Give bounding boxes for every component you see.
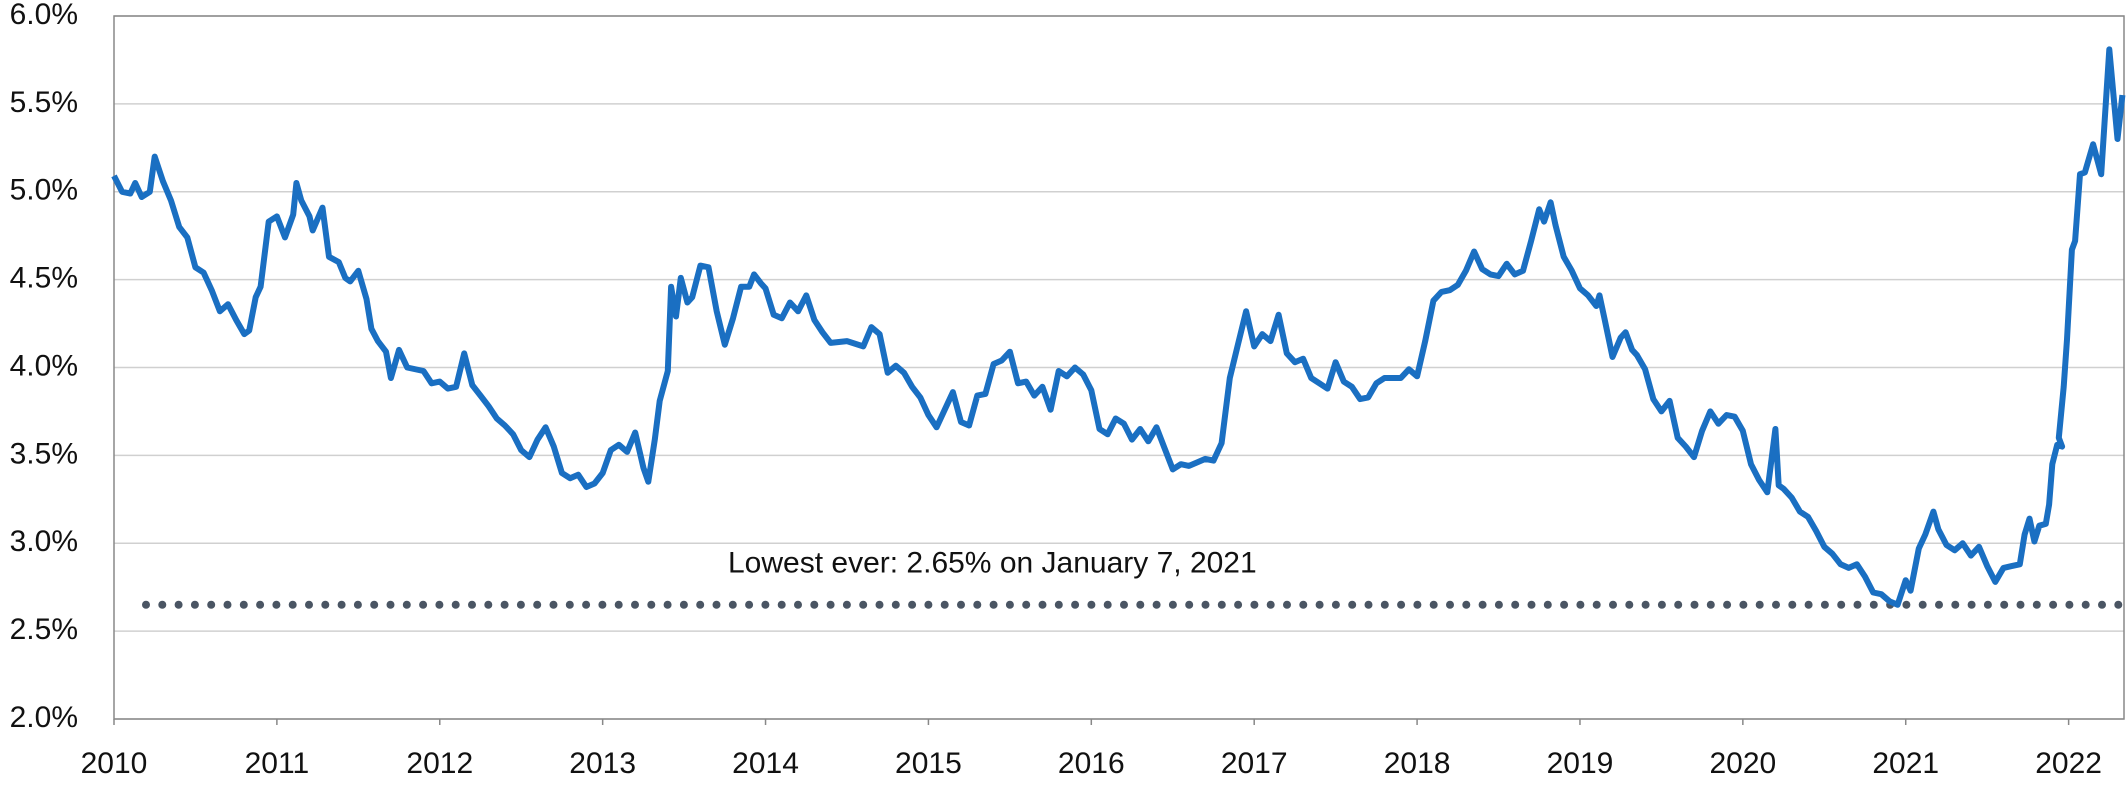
- x-tick-label: 2010: [81, 747, 148, 780]
- x-tick-label: 2019: [1547, 747, 1614, 780]
- series-line: [111, 46, 2126, 608]
- x-tick-label: 2013: [569, 747, 636, 780]
- x-tick-label: 2017: [1221, 747, 1288, 780]
- y-tick-label: 4.0%: [10, 349, 78, 382]
- y-tick-label: 2.5%: [10, 613, 78, 646]
- y-tick-label: 3.0%: [10, 525, 78, 558]
- x-tick-label: 2015: [895, 747, 962, 780]
- plot-frame: [113, 15, 2125, 720]
- x-tick-label: 2011: [245, 747, 310, 780]
- y-tick-label: 5.5%: [10, 86, 78, 119]
- x-tick-label: 2021: [1872, 747, 1939, 780]
- x-tick-label: 2018: [1384, 747, 1451, 780]
- annotation-text: Lowest ever: 2.65% on January 7, 2021: [728, 547, 1257, 580]
- y-tick-label: 2.0%: [10, 701, 78, 734]
- x-tick-label: 2012: [406, 747, 473, 780]
- x-tick-label: 2022: [2035, 747, 2102, 780]
- y-tick-label: 6.0%: [10, 0, 78, 31]
- y-tick-label: 4.5%: [10, 262, 78, 295]
- y-tick-label: 5.0%: [10, 174, 78, 207]
- x-tick-label: 2014: [732, 747, 799, 780]
- y-tick-label: 3.5%: [10, 437, 78, 470]
- x-tick-label: 2016: [1058, 747, 1125, 780]
- x-tick-label: 2020: [1709, 747, 1776, 780]
